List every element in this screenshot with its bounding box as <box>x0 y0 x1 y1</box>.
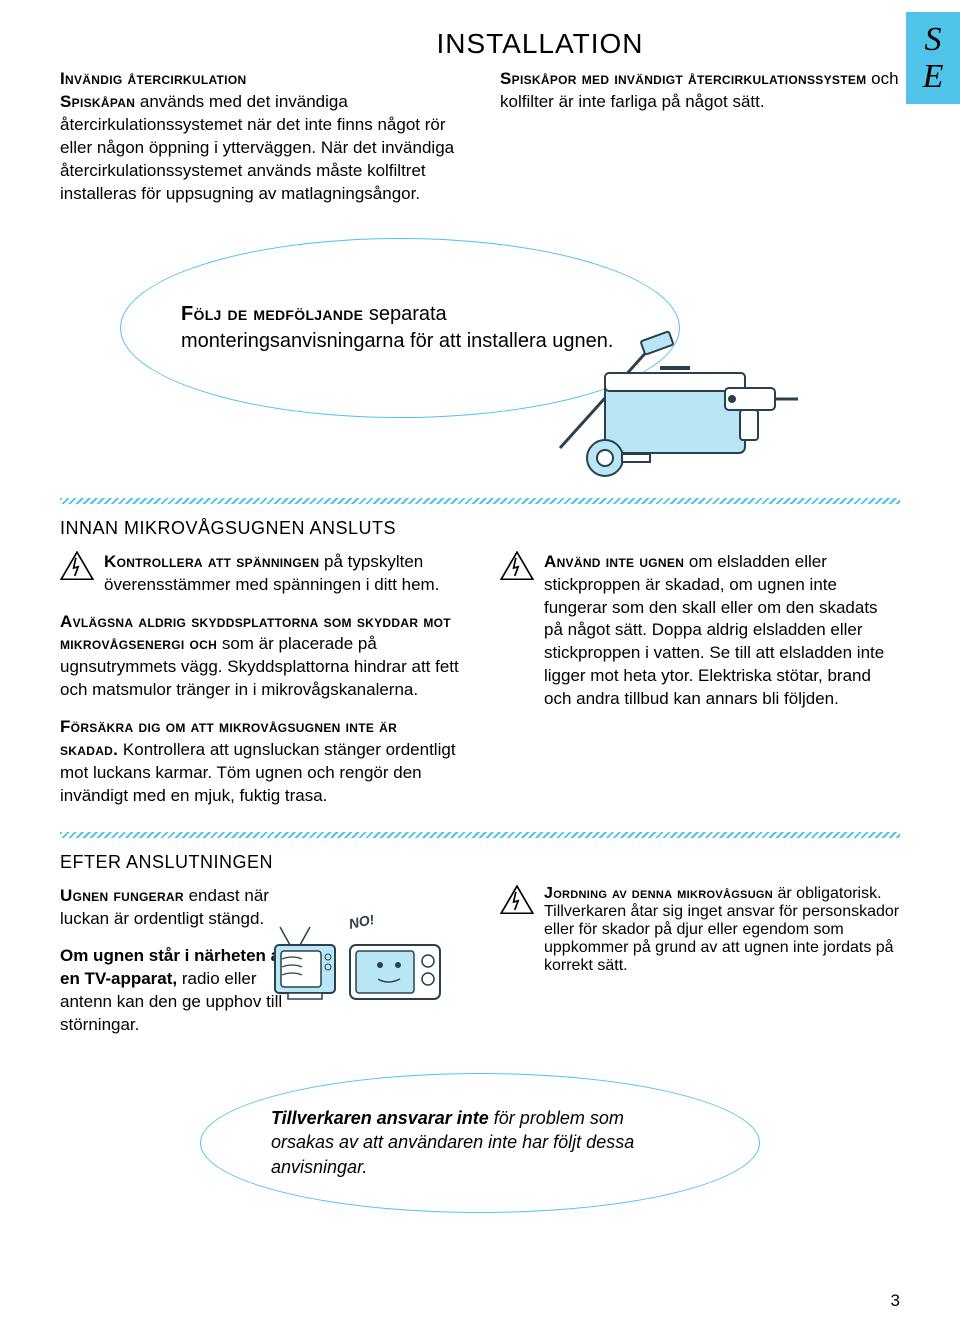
warn-damaged-text: Använd inte ugnen om elsladden eller sti… <box>544 551 900 712</box>
divider-1 <box>60 498 900 504</box>
intro-right-body: Spiskåpor med invändigt återcirkulations… <box>500 68 900 114</box>
warn-voltage-text: Kontrollera att spänningen på typskylten… <box>104 551 460 597</box>
svg-text:NO!: NO! <box>347 915 376 932</box>
section2-left-p3: Försäkra dig om att mikrovågsugnen inte … <box>60 716 460 808</box>
section2-right: Använd inte ugnen om elsladden eller sti… <box>500 551 900 822</box>
language-badge: S E <box>906 12 960 104</box>
section3-left-p1: Ugnen fungerar endast när luckan är orde… <box>60 885 300 931</box>
toolbox-illustration <box>550 328 800 488</box>
warn-ground-text: Jordning av denna mikrovågsugn är obliga… <box>544 885 900 975</box>
callout-2-wrap: Tillverkaren ansvarar inte för problem s… <box>60 1073 900 1213</box>
section3-left: Ugnen fungerar endast när luckan är orde… <box>60 885 460 1051</box>
warning-icon <box>500 885 534 975</box>
warn-damaged: Använd inte ugnen om elsladden eller sti… <box>500 551 900 712</box>
section2-heading: INNAN MIKROVÅGSUGNEN ANSLUTS <box>60 518 900 539</box>
warn-ground: Jordning av denna mikrovågsugn är obliga… <box>500 885 900 975</box>
intro-columns: Invändig återcirkulation Spiskåpan använ… <box>60 68 900 220</box>
callout-1-wrap: Följ de medföljande separata monteringsa… <box>60 238 900 498</box>
section3-left-p2: Om ugnen står i närheten av en TV-appara… <box>60 945 300 1037</box>
section3-right: Jordning av denna mikrovågsugn är obliga… <box>500 885 900 1051</box>
section2-left: Kontrollera att spänningen på typskylten… <box>60 551 460 822</box>
section2-columns: Kontrollera att spänningen på typskylten… <box>60 551 900 822</box>
callout-disclaimer-text: Tillverkaren ansvarar inte för problem s… <box>271 1106 689 1179</box>
intro-left: Invändig återcirkulation Spiskåpan använ… <box>60 68 460 220</box>
section3: EFTER ANSLUTNINGEN Ugnen fungerar endast… <box>60 852 900 1051</box>
warn-voltage: Kontrollera att spänningen på typskylten… <box>60 551 460 597</box>
badge-s: S <box>925 21 942 58</box>
page-number: 3 <box>891 1291 900 1311</box>
badge-e: E <box>923 58 944 95</box>
warning-icon <box>500 551 534 712</box>
page-content: INSTALLATION Invändig återcirkulation Sp… <box>0 0 960 1213</box>
intro-right: Spiskåpor med invändigt återcirkulations… <box>500 68 900 220</box>
divider-2 <box>60 832 900 838</box>
section3-heading: EFTER ANSLUTNINGEN <box>60 852 900 873</box>
page-title: INSTALLATION <box>180 28 900 60</box>
section3-columns: Ugnen fungerar endast när luckan är orde… <box>60 885 900 1051</box>
microwave-tv-illustration: NO! <box>270 915 450 1015</box>
warning-icon <box>60 551 94 597</box>
intro-left-body: Spiskåpan används med det invändiga åter… <box>60 91 460 206</box>
callout-disclaimer: Tillverkaren ansvarar inte för problem s… <box>200 1073 760 1213</box>
intro-left-heading: Invändig återcirkulation <box>60 68 460 91</box>
section2-left-p2: Avlägsna aldrig skyddsplattorna som skyd… <box>60 611 460 703</box>
